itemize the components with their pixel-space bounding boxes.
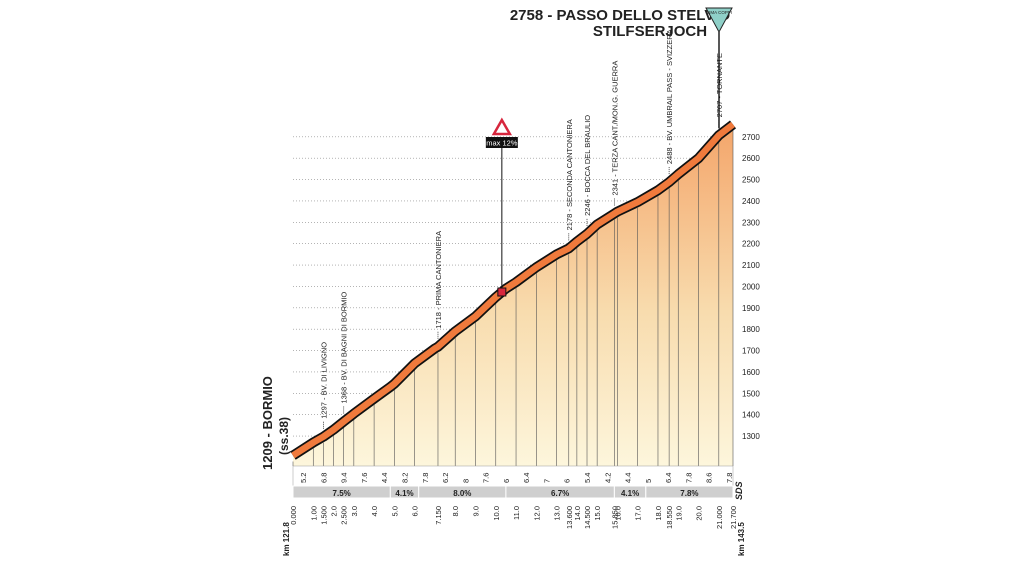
- section-label: 7.5%: [333, 489, 351, 498]
- x-tick-label: 4.0: [370, 506, 379, 516]
- x-tick-label: 17.0: [634, 506, 643, 521]
- gradient-label: 4.4: [380, 473, 389, 483]
- gradient-label: 6.2: [441, 473, 450, 483]
- x-tick-label: 1.500: [319, 506, 328, 525]
- landmark-label: 2178 - SECONDA CANTONIERA: [565, 119, 574, 230]
- landmark-label: 2488 - BV. UMBRAIL PASS - SVIZZERA: [665, 29, 674, 164]
- y-tick-label: 2300: [742, 218, 760, 227]
- start-note: (ss.38): [277, 417, 291, 455]
- y-tick-label: 1600: [742, 368, 760, 377]
- gradient-label: 7: [542, 479, 551, 483]
- x-tick-label: 5.0: [390, 506, 399, 516]
- max-grade-box: [485, 137, 518, 148]
- gradient-label: 5.2: [299, 473, 308, 483]
- gradient-label: 6: [563, 479, 572, 483]
- summit-badge: CIMA COPPI: [706, 10, 732, 15]
- gradient-label: 5: [644, 479, 653, 483]
- gradient-label: 4.2: [603, 473, 612, 483]
- x-tick-label: 10.0: [492, 506, 501, 521]
- x-tick-label: 21.700: [729, 506, 738, 529]
- y-tick-label: 1500: [742, 389, 760, 398]
- x-tick-label: 15.850: [610, 506, 619, 529]
- end-km: km 143.5: [737, 522, 746, 556]
- gradient-label: 7.8: [725, 473, 734, 483]
- start-label: 1209 - BORMIO: [260, 376, 275, 470]
- y-tick-label: 2700: [742, 133, 760, 142]
- y-tick-label: 1900: [742, 304, 760, 313]
- max-grade-icon: [491, 117, 513, 136]
- gradient-label: 6.4: [664, 473, 673, 483]
- x-tick-label: 2.500: [340, 506, 349, 525]
- gradient-label: 9.4: [340, 473, 349, 483]
- x-tick-label: 8.0: [451, 506, 460, 516]
- x-tick-label: 0.000: [289, 506, 298, 525]
- section-band: [645, 485, 734, 499]
- y-tick-label: 2400: [742, 197, 760, 206]
- x-tick-label: 12.0: [532, 506, 541, 521]
- section-label: 6.7%: [551, 489, 569, 498]
- gradient-label: 6.4: [522, 473, 531, 483]
- landmark-label: 2246 - BOCCA DEL BRAULIO: [583, 115, 592, 216]
- y-tick-label: 2500: [742, 176, 760, 185]
- gradient-label: 8.6: [705, 473, 714, 483]
- gradient-label: 8: [461, 479, 470, 483]
- max-grade-label: max 12%: [486, 139, 518, 148]
- x-tick-label: 7.150: [434, 506, 443, 525]
- x-tick-label: 6.0: [411, 506, 420, 516]
- section-label: 4.1%: [621, 489, 639, 498]
- y-tick-label: 2000: [742, 282, 760, 291]
- max-grade-point: [497, 287, 507, 297]
- x-tick-label: 2.0: [330, 506, 339, 516]
- landmark-label: 2341 - TERZA CANT./MON.G. GUERRA: [610, 61, 619, 196]
- y-tick-label: 1800: [742, 325, 760, 334]
- x-tick-label: 16.0: [613, 506, 622, 521]
- x-tick-label: 15.0: [593, 506, 602, 521]
- section-label: 7.8%: [680, 489, 698, 498]
- gradient-label: 6.8: [319, 473, 328, 483]
- start-km: km 121.8: [282, 522, 291, 556]
- profile-line: [291, 121, 735, 459]
- y-tick-label: 1300: [742, 432, 760, 441]
- gradient-label: 7.8: [684, 473, 693, 483]
- subtitle: STILFSERJOCH: [593, 23, 707, 40]
- x-tick-label: 18.0: [654, 506, 663, 521]
- gradient-label: 4.4: [624, 473, 633, 483]
- y-tick-label: 2200: [742, 240, 760, 249]
- gradient-label: 7.8: [421, 473, 430, 483]
- section-label: 8.0%: [453, 489, 471, 498]
- brand: SDS: [734, 481, 744, 500]
- x-tick-label: 21.000: [715, 506, 724, 529]
- section-label: 4.1%: [395, 489, 413, 498]
- title: 2758 - PASSO DELLO STELVIO: [510, 7, 731, 24]
- x-tick-label: 1.00: [309, 506, 318, 521]
- x-tick-label: 14.0: [573, 506, 582, 521]
- x-tick-label: 13.600: [565, 506, 574, 529]
- landmark-label: 1718 - PRIMA CANTONIERA: [434, 231, 443, 329]
- summit-icon: [705, 7, 733, 34]
- gradient-label: 7.6: [360, 473, 369, 483]
- x-tick-label: 18.550: [665, 506, 674, 529]
- x-tick-label: 11.0: [512, 506, 521, 520]
- gradient-label: 7.6: [482, 473, 491, 483]
- y-tick-label: 2600: [742, 154, 760, 163]
- gradient-label: 6: [502, 479, 511, 483]
- landmark-label: 1297 - BV. DI LIVIGNO: [319, 342, 328, 419]
- y-tick-label: 1700: [742, 347, 760, 356]
- x-tick-label: 19.0: [674, 506, 683, 521]
- y-tick-label: 2100: [742, 261, 760, 270]
- x-tick-label: 20.0: [695, 506, 704, 521]
- y-tick-label: 1400: [742, 411, 760, 420]
- gradient-label: 5.4: [583, 473, 592, 483]
- gradient-label: 8.2: [401, 473, 410, 483]
- x-tick-label: 9.0: [471, 506, 480, 516]
- x-tick-label: 3.0: [350, 506, 359, 516]
- x-tick-label: 14.500: [583, 506, 592, 529]
- landmark-label: 1368 - BV. DI BAGNI DI BORMIO: [340, 292, 349, 404]
- x-tick-label: 13.0: [553, 506, 562, 521]
